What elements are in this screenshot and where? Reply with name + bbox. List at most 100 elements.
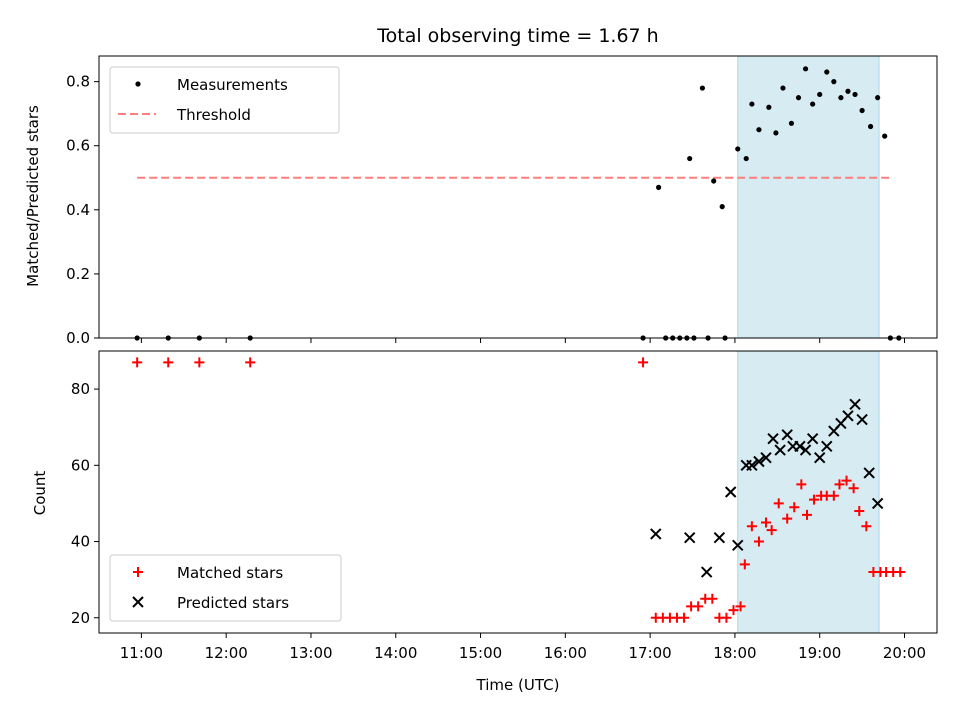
- top-plot-area: 0.0 0.2 0.4 0.6 0.8 Measurements Threshold: [66, 55, 938, 347]
- matched-star-point: [746, 521, 757, 532]
- matched-star-point: [766, 525, 777, 536]
- x-tick-label: 16:00: [544, 644, 587, 662]
- predicted-star-point: [871, 497, 884, 510]
- predicted-star-point: [794, 440, 806, 452]
- matched-star-point: [796, 479, 807, 490]
- predicted-star-point: [774, 444, 786, 456]
- data-point: [711, 178, 717, 184]
- predicted-star-point: [799, 444, 812, 456]
- shaded-interval: [737, 350, 880, 634]
- matched-star-point: [132, 357, 143, 368]
- data-point: [780, 85, 786, 91]
- x-tick-label: 18:00: [713, 644, 756, 662]
- matched-star-point: [841, 475, 852, 486]
- matched-star-point: [739, 559, 750, 570]
- predicted-star-point: [842, 410, 854, 422]
- y-tick-label: 0.2: [66, 265, 90, 283]
- matched-star-point: [848, 483, 859, 494]
- matched-star-point: [801, 509, 812, 520]
- legend-label: Measurements: [177, 76, 288, 94]
- legend-marker-predicted: [132, 596, 144, 608]
- legend: [109, 66, 340, 134]
- predicted-star-point: [713, 532, 726, 544]
- y-tick-label: 40: [71, 533, 90, 551]
- y-tick-label: 0.6: [66, 137, 90, 155]
- matched-star-point: [194, 357, 205, 368]
- x-tick-label: 20:00: [883, 644, 926, 662]
- bottom-plot-area: 20 40 60 80 11:00 12:00 13:00 14:00 15:00 16:00 17…: [71, 350, 938, 662]
- matched-star-point: [789, 502, 800, 513]
- predicted-star-point: [700, 566, 713, 578]
- matched-star-point: [773, 498, 784, 509]
- y-tick-label: 0.8: [66, 73, 90, 91]
- matched-star-point: [693, 601, 704, 612]
- matched-star-point: [761, 517, 772, 528]
- x-tick-label: 17:00: [629, 644, 672, 662]
- predicted-star-point: [683, 532, 696, 544]
- data-point: [810, 101, 816, 107]
- legend-label: Matched stars: [177, 564, 283, 582]
- data-point: [743, 155, 749, 162]
- predicted-star-point: [746, 459, 758, 472]
- data-point: [756, 127, 762, 133]
- predicted-star-point: [753, 455, 765, 468]
- matched-star-point: [854, 506, 865, 517]
- data-point: [749, 101, 755, 107]
- predicted-star-point: [781, 429, 793, 441]
- plot-frame: [98, 55, 938, 339]
- predicted-star-point: [814, 451, 826, 464]
- matched-star-point: [245, 357, 256, 368]
- shaded-interval: [737, 55, 880, 339]
- legend: [109, 554, 342, 622]
- matched-star-point: [728, 605, 739, 616]
- data-point: [867, 123, 874, 130]
- predicted-star-point: [732, 539, 744, 552]
- data-point: [802, 66, 809, 72]
- matched-star-point: [735, 601, 746, 612]
- data-point: [817, 91, 823, 98]
- data-point: [773, 130, 779, 136]
- predicted-star-point: [821, 440, 833, 452]
- predicted-star-point: [650, 528, 662, 540]
- matched-star-point: [861, 521, 872, 532]
- y-tick-label: 80: [71, 380, 90, 398]
- data-point: [831, 79, 837, 85]
- data-point: [875, 95, 881, 101]
- data-point: [859, 107, 865, 114]
- legend-marker-measurements: [135, 81, 141, 87]
- bottom-y-axis-label: Count: [31, 471, 49, 516]
- legend-marker-matched: [133, 567, 143, 577]
- legend-label: Predicted stars: [177, 594, 289, 612]
- matched-star-point: [707, 593, 718, 604]
- data-point: [795, 95, 802, 101]
- matched-star-point: [828, 490, 839, 501]
- x-tick-label: 12:00: [205, 644, 248, 662]
- x-tick-label: 15:00: [459, 644, 502, 662]
- y-tick-label: 0.0: [66, 329, 90, 347]
- top-chart-title: Total observing time = 1.67 h: [376, 25, 658, 47]
- data-point: [852, 91, 858, 98]
- matched-star-point: [895, 567, 906, 578]
- x-tick-label: 11:00: [120, 644, 163, 662]
- predicted-star-point: [849, 398, 861, 411]
- y-tick-label: 20: [71, 609, 90, 627]
- matched-star-point: [679, 612, 690, 623]
- legend-label: Threshold: [176, 106, 251, 124]
- y-tick-label: 0.4: [66, 201, 90, 219]
- data-point: [687, 155, 693, 162]
- data-point: [656, 184, 662, 190]
- x-tick-label: 13:00: [289, 644, 332, 662]
- data-point: [766, 104, 772, 110]
- data-point: [735, 146, 741, 152]
- data-point: [699, 85, 706, 91]
- y-tick-label: 60: [71, 456, 90, 474]
- predicted-star-point: [767, 432, 779, 445]
- plot-frame: [98, 350, 938, 634]
- data-point: [845, 88, 851, 94]
- data-point: [838, 95, 844, 101]
- matched-star-point: [782, 513, 793, 524]
- matched-star-point: [638, 357, 649, 368]
- matched-star-point: [753, 536, 764, 547]
- data-point: [719, 204, 725, 210]
